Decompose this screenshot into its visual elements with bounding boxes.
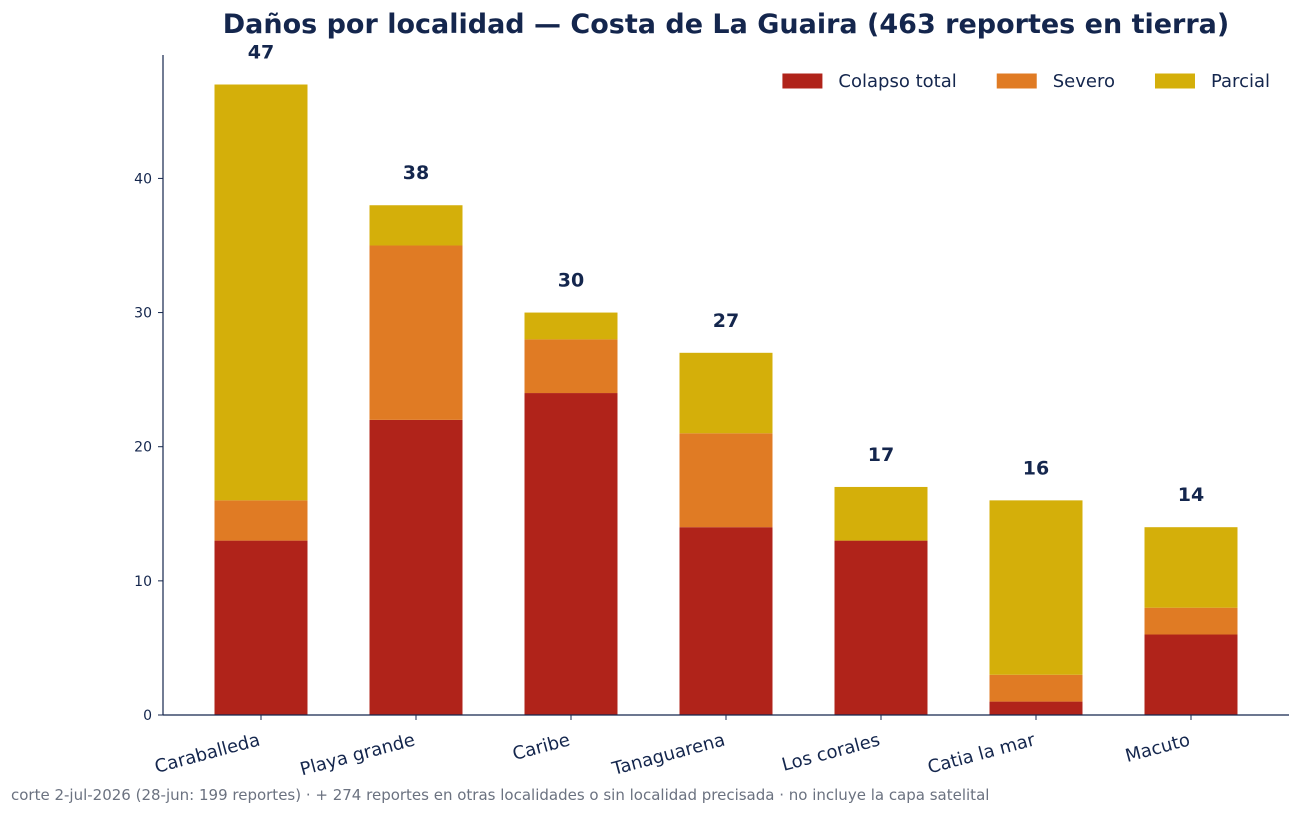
bar-caribe-colapso-total: [524, 393, 618, 715]
total-label: 47: [248, 42, 274, 64]
bars-group: [214, 84, 1238, 715]
legend-label-colapso-total: Colapso total: [838, 71, 956, 92]
bar-los-corales-colapso-total: [834, 540, 928, 715]
x-tick-label: Catia la mar: [925, 729, 1037, 778]
bar-playa-grande-parcial: [369, 205, 463, 246]
x-tick-label: Caribe: [510, 730, 572, 765]
bar-tanaguarena-parcial: [679, 352, 773, 434]
total-label: 16: [1023, 457, 1049, 479]
bar-tanaguarena-severo: [679, 433, 773, 528]
legend-label-severo: Severo: [1053, 71, 1115, 92]
y-tick-label: 10: [134, 574, 152, 590]
bar-catia-la-mar-severo: [989, 674, 1083, 702]
bar-macuto-colapso-total: [1144, 634, 1238, 715]
bar-tanaguarena-colapso-total: [679, 527, 773, 715]
legend-swatch-severo: [996, 73, 1037, 89]
x-tick-label: Los corales: [780, 730, 883, 776]
bar-playa-grande-severo: [369, 245, 463, 420]
legend-swatch-colapso-total: [782, 73, 823, 89]
bar-caraballeda-severo: [214, 500, 308, 541]
totals-group: 47 38 30 27 17 16 14: [248, 42, 1204, 507]
x-tick-label: Caraballeda: [153, 730, 263, 778]
bar-los-corales-parcial: [834, 486, 928, 541]
bar-playa-grande-colapso-total: [369, 419, 463, 715]
total-label: 38: [403, 162, 429, 184]
bar-caraballeda-colapso-total: [214, 540, 308, 715]
y-tick-label: 40: [134, 171, 152, 187]
legend-swatch-parcial: [1154, 73, 1195, 89]
chart-title: Daños por localidad — Costa de La Guaira…: [223, 9, 1230, 40]
total-label: 30: [558, 270, 584, 292]
bar-macuto-severo: [1144, 607, 1238, 635]
bar-caribe-parcial: [524, 312, 618, 340]
bar-catia-la-mar-colapso-total: [989, 701, 1083, 715]
x-tick-label: Playa grande: [298, 730, 417, 781]
legend: Parcial Severo Colapso total: [782, 71, 1270, 92]
bar-caraballeda-parcial: [214, 84, 308, 501]
legend-label-parcial: Parcial: [1211, 71, 1270, 92]
bar-catia-la-mar-parcial: [989, 500, 1083, 675]
footnote: corte 2-jul-2026 (28-jun: 199 reportes) …: [11, 786, 990, 804]
total-label: 14: [1178, 484, 1204, 506]
total-label: 17: [868, 444, 894, 466]
total-label: 27: [713, 310, 739, 332]
x-tick-label: Tanaguarena: [609, 730, 727, 781]
bar-macuto-parcial: [1144, 527, 1238, 608]
y-tick-label: 20: [134, 440, 152, 456]
bar-caribe-severo: [524, 339, 618, 394]
y-tick-label: 30: [134, 306, 152, 322]
x-tick-label: Macuto: [1123, 730, 1192, 767]
y-tick-label: 0: [143, 708, 152, 724]
